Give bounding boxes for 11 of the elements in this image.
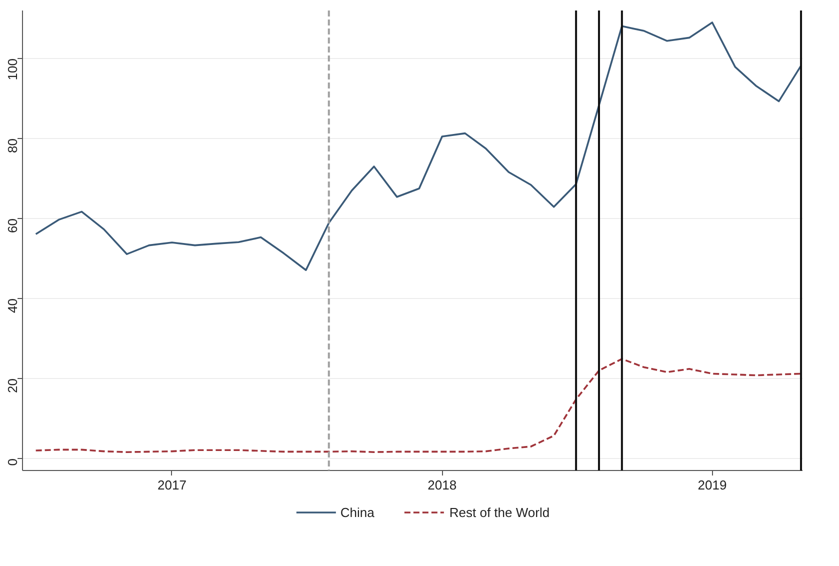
x-tick-label: 2018 xyxy=(428,478,457,492)
y-tick-label: 20 xyxy=(5,378,20,393)
y-tick-label: 80 xyxy=(5,138,20,153)
y-tick-label: 60 xyxy=(5,218,20,233)
y-tick-label: 0 xyxy=(5,458,20,466)
legend-label: China xyxy=(340,504,374,520)
x-tick-label: 2019 xyxy=(698,478,727,492)
x-tick-label: 2017 xyxy=(158,478,186,492)
y-tick-label: 100 xyxy=(5,58,20,80)
y-tick-label: 40 xyxy=(5,298,20,313)
legend-label: Rest of the World xyxy=(449,504,550,520)
